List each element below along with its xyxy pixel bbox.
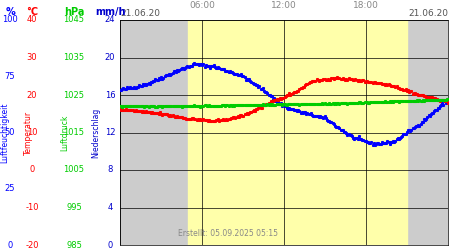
- Text: hPa: hPa: [64, 7, 84, 17]
- Text: Erstellt: 05.09.2025 05:15: Erstellt: 05.09.2025 05:15: [178, 229, 278, 238]
- Text: 100: 100: [2, 16, 18, 24]
- Text: °C: °C: [26, 7, 38, 17]
- Text: -10: -10: [25, 203, 39, 212]
- Text: Luftfeuchtigkeit: Luftfeuchtigkeit: [0, 102, 9, 163]
- Text: 1015: 1015: [63, 128, 85, 137]
- Text: Niederschlag: Niederschlag: [91, 108, 100, 158]
- Text: 20: 20: [27, 90, 37, 100]
- Text: 0: 0: [108, 240, 112, 250]
- Text: 18:00: 18:00: [353, 1, 379, 10]
- Text: -20: -20: [25, 240, 39, 250]
- Text: 12: 12: [105, 128, 115, 137]
- Text: 20: 20: [105, 53, 115, 62]
- Text: 50: 50: [5, 128, 15, 137]
- Text: 0: 0: [7, 240, 13, 250]
- Text: 16: 16: [105, 90, 115, 100]
- Text: 10: 10: [27, 128, 37, 137]
- Text: mm/h: mm/h: [95, 7, 125, 17]
- Text: Luftdruck: Luftdruck: [60, 114, 69, 151]
- Text: 30: 30: [27, 53, 37, 62]
- Text: 06:00: 06:00: [189, 1, 215, 10]
- Text: 1025: 1025: [63, 90, 85, 100]
- Text: %: %: [5, 7, 15, 17]
- Text: 40: 40: [27, 16, 37, 24]
- Text: 985: 985: [66, 240, 82, 250]
- Text: 12:00: 12:00: [271, 1, 297, 10]
- Text: 0: 0: [29, 166, 35, 174]
- Text: 1005: 1005: [63, 166, 85, 174]
- Text: 24: 24: [105, 16, 115, 24]
- Text: 21.06.20: 21.06.20: [120, 9, 160, 18]
- Text: 21.06.20: 21.06.20: [408, 9, 448, 18]
- Text: 25: 25: [5, 184, 15, 193]
- Bar: [189, 20, 407, 245]
- Text: 4: 4: [108, 203, 112, 212]
- Text: 75: 75: [4, 72, 15, 81]
- Text: Temperatur: Temperatur: [24, 110, 33, 154]
- Text: 8: 8: [107, 166, 112, 174]
- Text: 995: 995: [66, 203, 82, 212]
- Text: 1035: 1035: [63, 53, 85, 62]
- Text: 1045: 1045: [63, 16, 85, 24]
